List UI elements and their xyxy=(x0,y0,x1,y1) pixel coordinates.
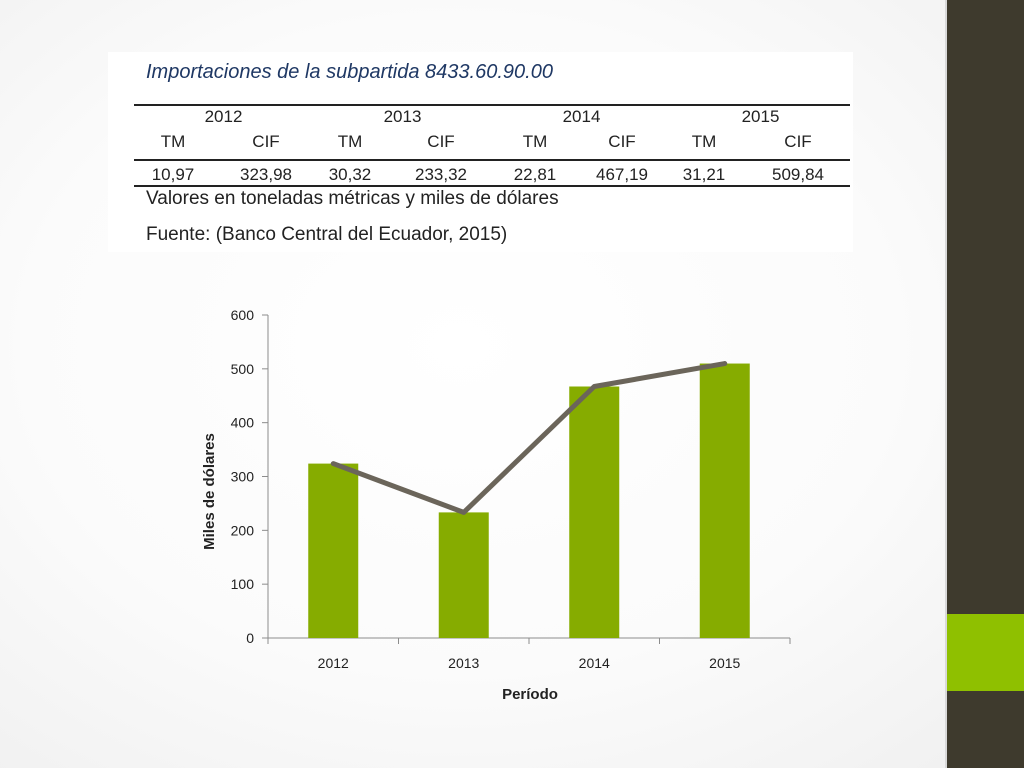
table-rule-bottom xyxy=(134,185,850,187)
subheader-tm: TM xyxy=(691,132,717,151)
value-2015-cif: 509,84 xyxy=(772,165,824,184)
subheader-tm: TM xyxy=(522,132,548,151)
year-header-2015: 2015 xyxy=(741,107,780,126)
bar-2015 xyxy=(699,363,750,638)
y-tick-label: 0 xyxy=(246,630,254,646)
y-tick-label: 600 xyxy=(231,307,255,323)
value-2012-cif: 323,98 xyxy=(240,165,292,184)
subheader-cif: CIF xyxy=(608,132,636,151)
x-tick-label: 2014 xyxy=(579,655,610,671)
value-2013-tm: 30,32 xyxy=(328,165,372,184)
subheader-cif: CIF xyxy=(427,132,455,151)
table-title: Importaciones de la subpartida 8433.60.9… xyxy=(146,61,553,83)
chart-labels: 0 100 200 300 400 500 600 2012 2013 2014 2015 Perío… xyxy=(201,307,741,703)
y-tick-label: 300 xyxy=(231,469,255,485)
bar-2014 xyxy=(569,386,620,638)
year-header-2012: 2012 xyxy=(204,107,243,126)
x-tick-label: 2012 xyxy=(318,655,349,671)
year-header-2014: 2014 xyxy=(562,107,601,126)
subheader-tm: TM xyxy=(337,132,363,151)
value-2013-cif: 233,32 xyxy=(415,165,467,184)
slide-divider xyxy=(945,0,947,768)
year-header-2013: 2013 xyxy=(383,107,422,126)
bar-2012 xyxy=(308,463,359,638)
value-2015-tm: 31,21 xyxy=(682,165,726,184)
x-tick-label: 2013 xyxy=(448,655,479,671)
table-source: Fuente: (Banco Central del Ecuador, 2015… xyxy=(146,224,508,245)
line-series xyxy=(330,361,728,515)
y-axis-title: Miles de dólares xyxy=(201,433,218,550)
y-tick-label: 200 xyxy=(231,522,255,538)
table-rule-middle xyxy=(134,159,850,161)
sidebar-accent-block xyxy=(947,614,1024,691)
x-axis-title: Período xyxy=(502,686,558,703)
chart-line xyxy=(330,361,728,515)
value-2012-tm: 10,97 xyxy=(151,165,195,184)
y-tick-label: 500 xyxy=(231,361,255,377)
chart-bars xyxy=(308,363,750,638)
value-2014-tm: 22,81 xyxy=(513,165,557,184)
subheader-cif: CIF xyxy=(784,132,812,151)
subheader-tm: TM xyxy=(160,132,186,151)
y-tick-label: 100 xyxy=(231,576,255,592)
x-tick-label: 2015 xyxy=(709,655,740,671)
table-note: Valores en toneladas métricas y miles de… xyxy=(146,188,559,209)
value-2014-cif: 467,19 xyxy=(596,165,648,184)
imports-table: Importaciones de la subpartida 8433.60.9… xyxy=(108,52,853,252)
bar-2013 xyxy=(438,512,489,638)
table-rule-top xyxy=(134,104,850,106)
subheader-cif: CIF xyxy=(252,132,280,151)
chart: 0 100 200 300 400 500 600 2012 2013 2014 2015 Perío… xyxy=(201,307,791,703)
y-tick-label: 400 xyxy=(231,415,255,431)
